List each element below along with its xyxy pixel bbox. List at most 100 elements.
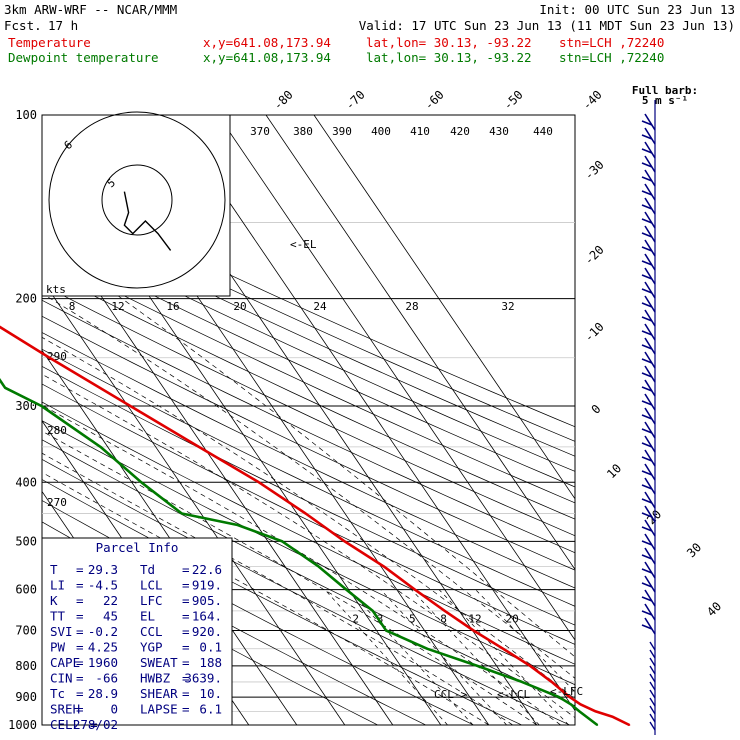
wind-barb-flag (641, 442, 653, 448)
mixing-ratio-8 (411, 589, 540, 725)
wind-barb-upper (644, 267, 656, 285)
wind-barb-flag (641, 120, 653, 126)
dry-adiabat-430 (42, 225, 575, 472)
parcel-row-3-col-3: 164. (192, 609, 222, 624)
wind-barb-flag (641, 624, 653, 630)
pressure-label-400: 400 (15, 475, 37, 489)
parcel-row-4-col-3: 920. (192, 624, 222, 639)
dewpoint-point-550 (317, 565, 320, 568)
temperature-point-900 (568, 696, 571, 698)
isotherm-30 (217, 115, 575, 641)
hodo-speed-label-16: 16 (166, 300, 179, 313)
mixing-ratio-label-3: 3 (377, 613, 384, 626)
wind-barb-flag (641, 148, 653, 154)
parcel-row-7-eq1: = (76, 671, 84, 686)
dry-adiabat-460 (42, 184, 575, 428)
barb-note-title: Full barb: (632, 84, 698, 97)
wind-barb-upper (644, 533, 656, 551)
hodograph-ring-inner (101, 164, 173, 236)
temperature-point-250 (48, 356, 51, 359)
wind-barb-upper (644, 169, 656, 187)
dry-adiabat-330 (42, 383, 575, 645)
wind-barb-upper (644, 477, 656, 495)
mixing-ratio-5 (380, 589, 507, 725)
dewpoint-point-470 (236, 524, 239, 526)
hodo-speed-label-12: 12 (111, 300, 124, 313)
wind-barb-lower (649, 681, 656, 691)
mixing-ratio-20 (475, 589, 575, 693)
legend-dewpoint: Dewpoint temperature (8, 50, 159, 65)
dewpoint-point-450 (180, 512, 183, 515)
parcel-row-1-col-2: LCL (140, 578, 163, 593)
wind-barb-upper (644, 113, 656, 131)
wind-barb-upper (644, 337, 656, 355)
parcel-row-9-col-3: 6.1 (199, 702, 222, 717)
wind-barb-flag (641, 568, 653, 574)
wind-barb-upper (644, 211, 656, 229)
parcel-row-6-col-2: SWEAT (140, 655, 178, 670)
hodo-speed-label-28: 28 (405, 300, 418, 313)
wind-barb-flag (641, 246, 653, 252)
wind-barb-flag (641, 316, 653, 322)
hodograph-ring-outer (48, 111, 226, 289)
dewpoint-point-900 (558, 696, 560, 698)
pressure-label-500: 500 (15, 534, 37, 548)
wind-barb-flag (641, 232, 653, 238)
dewpoint-point-950 (578, 710, 581, 713)
isotherm-top-label--80: -80 (271, 88, 296, 113)
wind-barb-upper (644, 365, 656, 383)
isotherm--100 (0, 115, 9, 725)
parcel-info-title: Parcel Info (96, 540, 179, 555)
dry-adiabat-450 (42, 197, 575, 442)
wind-barb-flag (641, 190, 653, 196)
wind-barb-lower (649, 689, 656, 699)
wind-barb-flag (641, 414, 653, 420)
wind-barb-flag (641, 330, 653, 336)
parcel-row-2-col-2: LFC (140, 593, 163, 608)
parcel-row-3-eq1: = (76, 609, 84, 624)
model-title: 3km ARW-WRF -- NCAR/MMM (4, 2, 177, 17)
wind-barb-lower (649, 641, 656, 651)
parcel-row-1-eq1: = (76, 578, 84, 593)
theta-top-label-430: 430 (489, 125, 509, 138)
parcel-row-6-eq2: = (182, 655, 190, 670)
wind-barb-flag (641, 134, 653, 140)
hodo-speed-label-8: 8 (69, 300, 76, 313)
wind-barb-upper (644, 351, 656, 369)
mixing-ratio-label-2: 2 (352, 613, 359, 626)
wind-barb-lower (649, 705, 656, 715)
parcel-row-5-col-1: 4.25 (88, 640, 118, 655)
wind-barb-upper (644, 519, 656, 537)
dewpoint-line (0, 377, 599, 727)
mixing-ratio-12 (438, 589, 569, 725)
temperature-point-1000 (628, 724, 631, 726)
parcel-cell-value: 278/02 (73, 717, 118, 732)
parcel-row-9-col-0: SREH (50, 702, 80, 717)
isotherm-right-label--10: -10 (582, 320, 607, 345)
dewpoint-point-925 (569, 703, 572, 706)
wind-barb-upper (644, 421, 656, 439)
temperature-point-850 (550, 681, 553, 683)
wind-barb-flag (641, 302, 653, 308)
hodo-speed-label-32: 32 (501, 300, 514, 313)
dry-adiabat-440 (42, 211, 575, 457)
dewpoint-point-650 (371, 610, 374, 612)
parcel-cell-label: CELL (50, 717, 80, 732)
isotherm--30 (42, 278, 346, 725)
theta-left-label-270: 270 (47, 496, 67, 509)
wind-barb-upper (644, 463, 656, 481)
wind-barb-flag (641, 498, 653, 504)
parcel-row-1-col-3: 919. (192, 578, 222, 593)
wind-barb-flag (641, 582, 653, 588)
dewpoint-point-850 (521, 681, 523, 683)
parcel-row-4-col-1: -0.2 (88, 624, 118, 639)
wind-barb-flag (641, 358, 653, 364)
parcel-row-8-col-0: Tc (50, 686, 65, 701)
theta-top-label-410: 410 (410, 125, 430, 138)
theta-left-label-280: 280 (47, 424, 67, 437)
isotherm-top-label--70: -70 (343, 88, 368, 113)
wind-barb-flag (641, 512, 653, 518)
wind-barb-flag (641, 288, 653, 294)
pressure-label-1000: 1000 (8, 718, 37, 732)
parcel-row-5-eq1: = (76, 640, 84, 655)
